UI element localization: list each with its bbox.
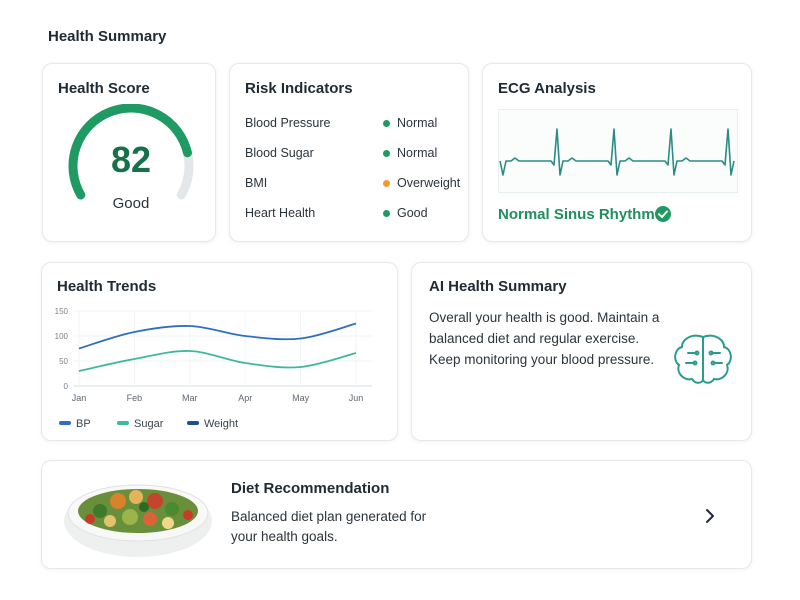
score-label: Good: [113, 195, 150, 212]
ai-text: Overall your health is good. Maintain a …: [429, 310, 660, 367]
diet-card: Diet Recommendation Balanced diet plan g…: [41, 460, 752, 569]
food-image: [64, 484, 212, 557]
ai-card: AI Health Summary Overall your health is…: [411, 262, 752, 441]
legend-label: BP: [76, 418, 91, 430]
score-value: 82: [111, 139, 151, 180]
ecg-card: ECG Analysis Normal Sinus Rhythm: [482, 63, 752, 242]
card-title: Health Trends: [57, 278, 157, 295]
diet-text: Balanced diet plan generated for your he…: [231, 509, 427, 544]
check-icon: [655, 206, 671, 222]
risk-status: Good: [397, 206, 428, 220]
trend-chart: 0 50 100 150 Jan Feb Mar Apr May Jun BP Sugar Weight: [55, 307, 372, 430]
status-dot: [383, 210, 390, 217]
status-dot: [383, 120, 390, 127]
x-tick-label: Jan: [72, 393, 87, 403]
ecg-strip: [498, 109, 738, 193]
card-title: Health Score: [58, 80, 150, 97]
ecg-result: Normal Sinus Rhythm: [498, 206, 655, 223]
x-tick-label: May: [292, 393, 310, 403]
card-title: Diet Recommendation: [231, 480, 390, 497]
risk-status: Overweight: [397, 176, 461, 190]
brain-icon: [674, 334, 732, 384]
page-title: Health Summary: [48, 28, 167, 45]
ecg-trace: [499, 128, 735, 176]
card-title: AI Health Summary: [429, 278, 567, 295]
series-line: [78, 350, 357, 372]
risk-name: BMI: [245, 176, 268, 190]
card-title: ECG Analysis: [498, 80, 596, 97]
legend-label: Sugar: [134, 418, 164, 430]
ecg-frame: [498, 109, 738, 193]
y-tick-label: 0: [64, 382, 69, 391]
legend-label: Weight: [204, 418, 238, 430]
risk-name: Blood Pressure: [245, 116, 331, 130]
x-tick-label: Mar: [182, 393, 198, 403]
risk-name: Blood Sugar: [245, 146, 314, 160]
risk-status: Normal: [397, 116, 438, 130]
status-dot: [383, 150, 390, 157]
risk-name: Heart Health: [245, 206, 316, 220]
card-title: Risk Indicators: [245, 80, 353, 97]
x-tick-label: Apr: [238, 393, 252, 403]
chevron[interactable]: [702, 507, 718, 525]
risk-status: Normal: [397, 146, 438, 160]
risk-card: Risk Indicators Blood Pressure Normal Bloo…: [229, 63, 469, 242]
health-score-card: Health Score 82 Good: [42, 63, 216, 242]
series-line: [78, 322, 357, 350]
trends-card: Health Trends 0 50 100 150 Jan Feb Mar Apr May Ju…: [41, 262, 398, 441]
gauge-arc: [68, 104, 192, 200]
x-tick-label: Jun: [349, 393, 364, 403]
gauge: 82 Good: [68, 104, 194, 212]
y-tick-label: 150: [55, 307, 69, 316]
status-dot: [383, 180, 390, 187]
y-tick-label: 50: [59, 357, 68, 366]
x-tick-label: Feb: [127, 393, 143, 403]
y-tick-label: 100: [55, 332, 69, 341]
